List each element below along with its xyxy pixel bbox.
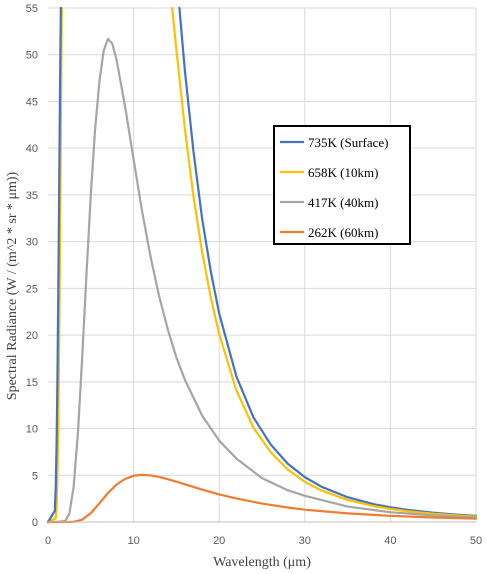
- legend-label: 417K (40km): [308, 195, 378, 210]
- series-line-4: [46, 6, 63, 524]
- series-line-2: [46, 37, 478, 524]
- y-tick-label: 10: [26, 424, 38, 436]
- y-tick-labels: 0 5 10 15 20 25 30 35 40 45 50 55: [26, 3, 38, 529]
- series-line-0: [178, 6, 478, 517]
- legend-box: [273, 125, 411, 245]
- x-tick-label: 30: [299, 535, 311, 547]
- x-axis-title: Wavelength (μm): [213, 555, 311, 570]
- x-tick-label: 40: [384, 535, 396, 547]
- series-line-5: [46, 6, 62, 524]
- y-tick-label: 15: [26, 377, 38, 389]
- x-tick-label: 10: [127, 535, 139, 547]
- y-tick-label: 30: [26, 237, 38, 249]
- y-tick-label: 35: [26, 190, 38, 202]
- y-tick-label: 0: [32, 517, 38, 529]
- y-tick-label: 20: [26, 330, 38, 342]
- y-tick-label: 25: [26, 283, 38, 295]
- y-axis-title: Spectral Radiance (W / (m^2 * sr * μm)): [5, 171, 20, 400]
- y-tick-label: 50: [26, 50, 38, 62]
- x-tick-label: 50: [470, 535, 482, 547]
- series-line-3: [46, 473, 478, 524]
- y-tick-label: 45: [26, 96, 38, 108]
- y-tick-label: 40: [26, 143, 38, 155]
- y-tick-label: 5: [32, 470, 38, 482]
- x-tick-label: 20: [213, 535, 225, 547]
- legend-label: 735K (Surface): [308, 135, 389, 150]
- x-tick-label: 0: [45, 535, 51, 547]
- legend-label: 658K (10km): [308, 165, 378, 180]
- grid: [48, 7, 477, 522]
- series-line-1: [171, 6, 478, 518]
- x-tick-labels: 0 10 20 30 40 50: [45, 535, 482, 547]
- legend: 735K (Surface) 658K (10km) 417K (40km) 262K…: [273, 125, 411, 245]
- series-lines: [46, 6, 478, 524]
- y-tick-label: 55: [26, 3, 38, 15]
- legend-label: 262K (60km): [308, 225, 378, 240]
